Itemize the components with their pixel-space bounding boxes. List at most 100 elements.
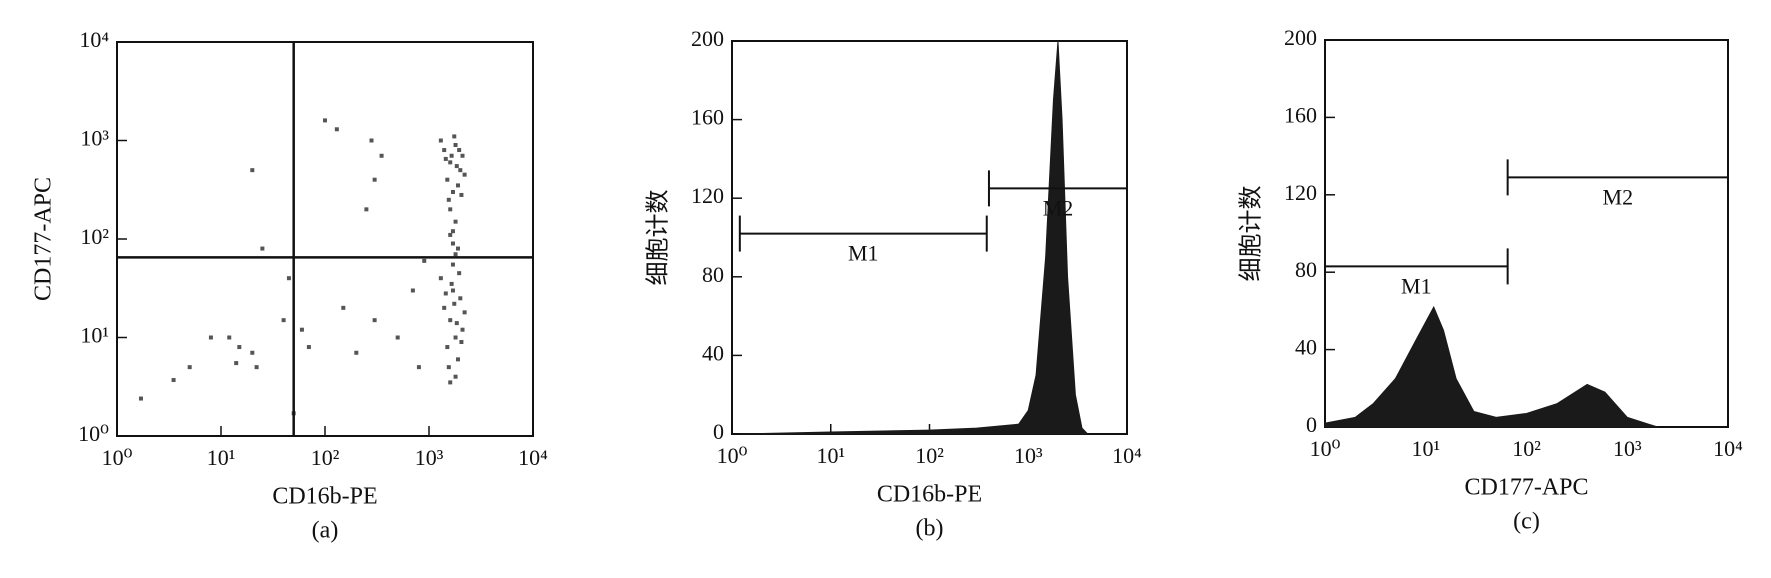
event-dot bbox=[448, 207, 453, 212]
event-dot bbox=[438, 138, 443, 143]
y-tick-label: 10¹ bbox=[80, 323, 109, 348]
x-tick-label: 10² bbox=[311, 445, 340, 470]
x-axis-title: CD16b-PE bbox=[272, 484, 377, 510]
event-dot bbox=[450, 262, 455, 267]
event-dot bbox=[448, 232, 453, 237]
x-tick-label: 10⁴ bbox=[518, 445, 548, 470]
event-dot bbox=[453, 143, 458, 148]
event-dot bbox=[445, 345, 450, 350]
y-tick-label: 10⁴ bbox=[79, 27, 109, 52]
gate-label: M1 bbox=[848, 241, 879, 266]
y-tick-label: 0 bbox=[1306, 412, 1317, 437]
event-dot bbox=[452, 301, 457, 306]
y-tick-label: 10⁰ bbox=[78, 421, 109, 446]
x-tick-label: 10¹ bbox=[816, 443, 845, 468]
x-tick-label: 10³ bbox=[415, 445, 444, 470]
event-dot bbox=[227, 335, 232, 340]
event-dot bbox=[455, 183, 460, 188]
gate-label: M2 bbox=[1603, 184, 1634, 209]
event-dot bbox=[454, 321, 459, 326]
y-tick-label: 120 bbox=[1284, 180, 1317, 205]
event-dot bbox=[422, 258, 427, 263]
event-dot bbox=[438, 276, 443, 281]
event-dot bbox=[442, 148, 447, 153]
event-dot bbox=[416, 365, 421, 370]
event-dot bbox=[453, 219, 458, 224]
event-dot bbox=[364, 207, 369, 212]
y-tick-label: 160 bbox=[1284, 102, 1317, 127]
x-tick-label: 10⁰ bbox=[102, 445, 133, 470]
event-dot bbox=[454, 164, 459, 169]
y-tick-label: 160 bbox=[691, 105, 724, 130]
event-dot bbox=[171, 378, 176, 383]
gate-label: M1 bbox=[1401, 273, 1432, 298]
event-dot bbox=[281, 318, 286, 323]
event-dot bbox=[452, 134, 457, 139]
y-tick-label: 10³ bbox=[80, 126, 109, 151]
event-dot bbox=[460, 327, 465, 332]
event-dot bbox=[138, 396, 143, 401]
event-dot bbox=[299, 327, 304, 332]
plot-frame bbox=[1324, 39, 1729, 428]
x-tick-label: 10² bbox=[1512, 436, 1541, 461]
histogram-area bbox=[1324, 305, 1658, 428]
y-tick-label: 10² bbox=[80, 224, 109, 249]
y-axis-title: 细胞计数 bbox=[1238, 186, 1265, 282]
caption: (b) bbox=[916, 516, 944, 542]
x-tick-label: 10³ bbox=[1613, 436, 1642, 461]
x-tick-label: 10¹ bbox=[207, 445, 236, 470]
event-dot bbox=[286, 276, 291, 281]
event-dot bbox=[457, 148, 462, 153]
x-tick-label: 10¹ bbox=[1411, 436, 1440, 461]
event-dot bbox=[448, 318, 453, 323]
event-dot bbox=[450, 190, 455, 195]
event-dot bbox=[341, 305, 346, 310]
event-dot bbox=[410, 288, 415, 293]
event-dot bbox=[446, 197, 451, 202]
x-tick-label: 10⁰ bbox=[717, 443, 748, 468]
event-dot bbox=[443, 291, 448, 296]
y-tick-label: 40 bbox=[1295, 335, 1317, 360]
event-dot bbox=[455, 246, 460, 251]
event-dot bbox=[455, 357, 460, 362]
y-tick-label: 200 bbox=[691, 26, 724, 51]
x-tick-label: 10⁴ bbox=[1112, 443, 1142, 468]
event-dot bbox=[445, 177, 450, 182]
plot-frame bbox=[116, 41, 534, 437]
event-dot bbox=[450, 229, 455, 234]
y-tick-label: 120 bbox=[691, 183, 724, 208]
event-dot bbox=[462, 172, 467, 177]
y-tick-label: 40 bbox=[702, 340, 724, 365]
x-axis-title: CD177-APC bbox=[1464, 475, 1588, 501]
event-dot bbox=[187, 365, 192, 370]
y-tick-label: 80 bbox=[702, 262, 724, 287]
event-dot bbox=[234, 361, 239, 366]
event-dot bbox=[459, 192, 464, 197]
event-dot bbox=[254, 365, 259, 370]
event-dot bbox=[457, 271, 462, 276]
caption: (c) bbox=[1513, 509, 1540, 535]
histogram-area bbox=[739, 40, 1089, 435]
event-dot bbox=[453, 374, 458, 379]
event-dot bbox=[448, 160, 453, 165]
y-axis-title: 细胞计数 bbox=[645, 190, 672, 286]
event-dot bbox=[460, 153, 465, 158]
gate-label: M2 bbox=[1043, 195, 1074, 220]
event-dot bbox=[306, 345, 311, 350]
event-dot bbox=[446, 365, 451, 370]
event-dot bbox=[459, 340, 464, 345]
event-dot bbox=[260, 246, 265, 251]
event-dot bbox=[395, 335, 400, 340]
caption: (a) bbox=[312, 518, 339, 544]
event-dot bbox=[442, 305, 447, 310]
event-dot bbox=[450, 241, 455, 246]
y-tick-label: 0 bbox=[713, 419, 724, 444]
event-dot bbox=[450, 288, 455, 293]
x-axis-title: CD16b-PE bbox=[877, 482, 982, 508]
x-tick-label: 10² bbox=[915, 443, 944, 468]
event-dot bbox=[372, 177, 377, 182]
y-tick-label: 80 bbox=[1295, 257, 1317, 282]
event-dot bbox=[448, 380, 453, 385]
event-dot bbox=[449, 281, 454, 286]
